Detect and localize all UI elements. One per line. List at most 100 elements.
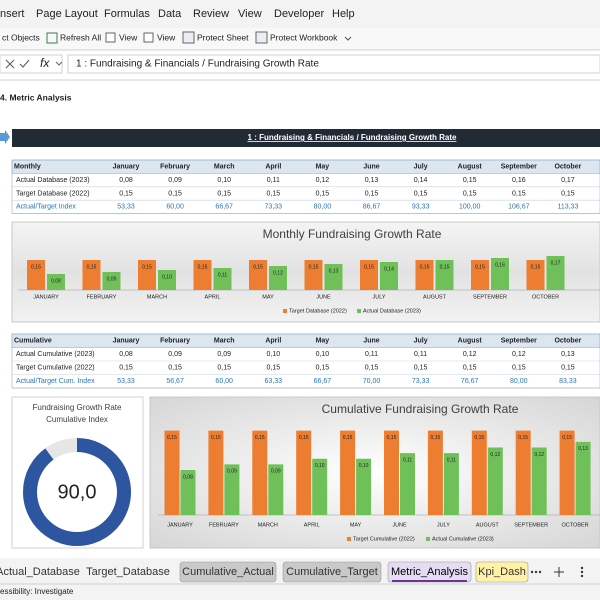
sheet-menu[interactable]	[580, 570, 584, 574]
sheet-tab-label[interactable]: Metric_Analysis	[391, 566, 469, 578]
sheet-menu[interactable]	[580, 566, 584, 570]
table-header-cell: March	[214, 338, 235, 345]
sheet-tab-label[interactable]: Cumulative_Target	[286, 566, 378, 578]
ribbon-tab[interactable]: Help	[332, 8, 355, 20]
toolbar-item[interactable]: ct Objects	[2, 32, 40, 42]
cancel-icon[interactable]	[5, 59, 15, 69]
toolbar-item[interactable]: View	[119, 32, 138, 42]
table-cell: 0,15	[365, 365, 379, 372]
status-bar	[0, 584, 600, 600]
bar	[312, 458, 328, 515]
legend-swatch	[347, 537, 351, 541]
status-text: essibility: Investigate	[0, 587, 74, 596]
gauge-title: Cumulative Index	[46, 415, 108, 424]
table-header-cell: March	[214, 164, 235, 171]
toolbar-item[interactable]: Refresh All	[60, 32, 101, 42]
bar-value-label: 0,08	[183, 474, 193, 480]
x-tick-label: AUGUST	[476, 522, 500, 528]
sheet-tab[interactable]	[0, 562, 78, 582]
gauge-title: Fundraising Growth Rate	[33, 403, 122, 412]
checkbox[interactable]	[143, 32, 154, 43]
sheet-tab-label[interactable]: Actual_Database	[0, 566, 80, 578]
toolbar-item[interactable]: View	[157, 32, 176, 42]
table-header-cell: May	[316, 338, 330, 345]
table-cell: 86,67	[363, 204, 381, 211]
bar-value-label: 0,09	[271, 469, 281, 475]
chart-title: Monthly Fundraising Growth Rate	[263, 227, 442, 241]
table-cell: 53,33	[117, 204, 135, 211]
fx-label[interactable]: fx	[40, 56, 50, 70]
table-cell: 0,09	[217, 351, 231, 358]
bar-value-label: 0,15	[518, 435, 528, 441]
table-cell: 0,15	[168, 190, 182, 197]
ribbon-tab[interactable]: Formulas	[104, 8, 150, 20]
bar-value-label: 0,15	[420, 264, 430, 270]
bar	[356, 458, 372, 515]
toolbar-item[interactable]: Protect Sheet	[197, 32, 249, 42]
sheet-tab-label[interactable]: Target_Database	[86, 566, 170, 578]
bar	[487, 447, 503, 515]
banner	[12, 129, 600, 147]
legend-label: Target Cumulative (2022)	[353, 536, 415, 542]
table-cell: 0,15	[414, 190, 428, 197]
bar-value-label: 0,10	[162, 274, 172, 280]
table-header-cell: August	[458, 338, 483, 345]
banner-text: 1 : Fundraising & Financials / Fundraisi…	[248, 133, 457, 142]
sheet-tab-label[interactable]: Kpi_Dash	[478, 566, 526, 578]
sheet-tab[interactable]	[282, 561, 382, 583]
table-header-cell: August	[458, 164, 483, 171]
bar-value-label: 0,15	[475, 264, 485, 270]
x-tick-label: MAY	[350, 522, 362, 528]
sheet-tab-label[interactable]: Cumulative_Actual	[182, 566, 274, 578]
more-tabs[interactable]	[530, 570, 534, 574]
table-cell: 83,33	[559, 378, 577, 385]
table-header-cell: January	[113, 164, 140, 171]
refresh-icon[interactable]	[46, 32, 58, 44]
more-tabs[interactable]	[538, 570, 542, 574]
bar	[443, 453, 459, 515]
ribbon-tab[interactable]: View	[238, 8, 262, 20]
table-cell: 0,15	[266, 190, 280, 197]
formula-content[interactable]: 1 : Fundraising & Financials / Fundraisi…	[76, 59, 319, 70]
table-header-cell: January	[113, 338, 140, 345]
ribbon-tab[interactable]: Review	[193, 8, 229, 20]
chart-title: Cumulative Fundraising Growth Rate	[322, 402, 519, 416]
fx-dropdown[interactable]	[55, 61, 63, 66]
more-icon[interactable]	[344, 36, 352, 41]
checkbox[interactable]	[105, 32, 116, 43]
ribbon-tab[interactable]: Data	[158, 8, 182, 20]
table-cell: 0,11	[414, 351, 427, 358]
table-cell: 66,67	[215, 204, 233, 211]
more-tabs[interactable]	[534, 570, 538, 574]
table-cell: 0,11	[365, 351, 378, 358]
table-cell: 0,09	[168, 351, 182, 358]
table-cell: 0,17	[561, 177, 575, 184]
ribbon-tab[interactable]: Developer	[274, 8, 324, 20]
table-cell: 0,13	[365, 177, 379, 184]
ribbon-tab[interactable]: nsert	[0, 8, 24, 20]
table-cell: 0,11	[267, 177, 280, 184]
bar-value-label: 0,15	[440, 264, 450, 270]
protect-sheet-icon[interactable]	[182, 31, 195, 44]
formula-input[interactable]	[67, 54, 600, 74]
bar-value-label: 0,11	[447, 457, 457, 463]
protect-workbook-icon[interactable]	[255, 31, 268, 44]
bar-value-label: 0,08	[51, 278, 61, 284]
bar-value-label: 0,15	[167, 435, 177, 441]
toolbar-item[interactable]: Protect Workbook	[270, 32, 338, 42]
table-cell: 70,00	[363, 378, 381, 385]
ribbon-tab[interactable]: Page Layout	[36, 8, 98, 20]
sheet-tab[interactable]	[475, 561, 529, 583]
sheet-tab[interactable]	[84, 562, 172, 582]
table-cell: 113,33	[557, 204, 578, 211]
sheet-menu[interactable]	[580, 574, 584, 578]
x-tick-label: JANUARY	[167, 522, 193, 528]
table-cell: 0,12	[512, 351, 526, 358]
table-header-cell: April	[265, 164, 281, 171]
sheet-tab[interactable]	[179, 561, 277, 583]
enter-icon[interactable]	[19, 59, 30, 68]
bar	[515, 430, 531, 515]
legend-swatch	[283, 309, 287, 313]
bar-value-label: 0,15	[531, 264, 541, 270]
